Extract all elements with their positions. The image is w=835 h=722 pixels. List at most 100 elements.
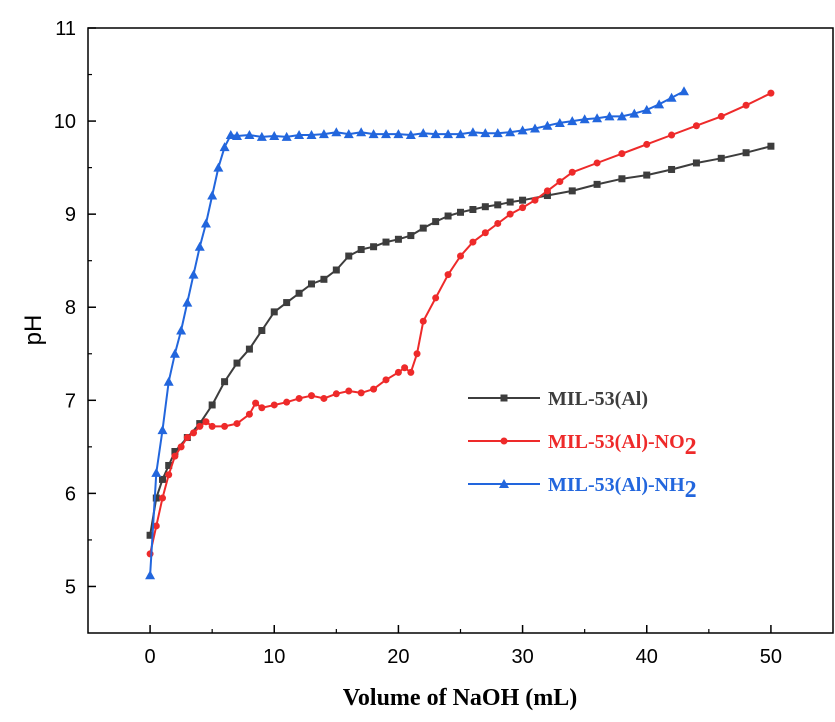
data-point: [245, 345, 253, 353]
data-point: [554, 117, 565, 127]
data-point: [245, 410, 253, 418]
y-axis-title: pH: [20, 315, 47, 346]
data-point: [207, 190, 218, 200]
data-point: [469, 206, 477, 213]
data-point: [668, 165, 676, 173]
data-point: [494, 219, 502, 227]
data-point: [295, 289, 303, 297]
data-point: [643, 140, 651, 148]
y-tick-label: 6: [65, 483, 76, 505]
data-point: [233, 359, 241, 367]
data-point: [506, 198, 514, 206]
data-point: [159, 494, 166, 502]
y-tick-label: 10: [54, 111, 76, 133]
series-layer: [145, 86, 775, 580]
data-point: [717, 112, 725, 120]
data-point: [382, 238, 390, 246]
y-axis: 5 6 7 8 9 10 11: [54, 18, 96, 598]
data-point: [221, 422, 229, 430]
data-point: [643, 171, 651, 179]
x-tick-label: 40: [636, 646, 658, 668]
data-point: [182, 297, 193, 307]
data-point: [202, 418, 210, 426]
data-point: [281, 131, 292, 141]
data-point: [432, 294, 440, 302]
data-point: [190, 429, 198, 437]
data-point: [370, 385, 378, 393]
data-point: [742, 149, 750, 157]
data-point: [481, 203, 489, 211]
data-point: [531, 196, 539, 204]
x-tick-label: 20: [387, 646, 409, 668]
data-point: [357, 246, 365, 254]
y-tick-label: 11: [55, 18, 76, 40]
data-point: [270, 308, 278, 316]
data-point: [152, 494, 160, 502]
legend-entry: MIL-53(Al)-NO2: [468, 431, 697, 460]
data-point: [616, 111, 627, 121]
data-point: [232, 130, 242, 140]
data-point: [283, 299, 291, 307]
data-point: [419, 224, 427, 232]
x-tick-label: 50: [760, 646, 782, 668]
data-point: [444, 212, 452, 220]
data-point: [308, 392, 315, 400]
data-point: [208, 422, 216, 430]
data-point: [357, 389, 365, 397]
data-point: [165, 471, 173, 479]
y-tick-label: 7: [65, 390, 76, 412]
data-point: [494, 201, 502, 209]
data-point: [401, 364, 409, 372]
data-point: [394, 368, 402, 376]
data-point: [188, 269, 199, 279]
y-tick-label: 8: [65, 297, 76, 319]
data-point: [668, 131, 676, 139]
data-point: [481, 229, 489, 237]
data-point: [393, 129, 404, 139]
data-point: [183, 434, 191, 442]
legend-marker: [499, 479, 509, 488]
data-point: [556, 178, 564, 186]
data-point: [225, 130, 236, 140]
data-point: [568, 168, 576, 176]
data-point: [543, 187, 551, 195]
legend-label: MIL-53(Al)-NH2: [548, 474, 697, 503]
data-point: [519, 196, 527, 204]
data-point: [505, 127, 516, 137]
legend-entry: MIL-53(Al): [468, 388, 648, 410]
series-3: [145, 86, 689, 580]
data-point: [679, 86, 689, 96]
data-point: [457, 208, 464, 216]
data-point: [593, 159, 601, 167]
y-tick-label: 5: [65, 576, 76, 598]
data-point: [542, 120, 553, 130]
data-point: [568, 187, 576, 195]
data-point: [543, 192, 551, 200]
data-point: [269, 130, 280, 140]
data-point: [200, 218, 211, 228]
data-point: [370, 243, 378, 251]
data-point: [244, 130, 255, 140]
data-point: [519, 204, 527, 212]
data-point: [151, 467, 162, 477]
data-point: [343, 129, 354, 139]
data-point: [457, 252, 464, 260]
y-tick-label: 9: [65, 204, 76, 226]
data-point: [407, 368, 415, 376]
data-point: [163, 376, 174, 386]
data-point: [176, 325, 187, 335]
data-point: [318, 129, 329, 139]
data-point: [692, 122, 700, 130]
data-point: [194, 241, 205, 251]
x-tick-label: 10: [263, 646, 285, 668]
x-axis-title: Volume of NaOH (mL): [343, 685, 577, 711]
legend-label: MIL-53(Al): [548, 388, 648, 410]
data-point: [593, 180, 601, 188]
data-point: [530, 123, 540, 133]
data-point: [295, 394, 303, 402]
data-point: [320, 275, 328, 283]
data-point: [604, 111, 615, 121]
data-point: [171, 448, 179, 455]
data-point: [331, 127, 342, 137]
data-point: [258, 404, 266, 412]
